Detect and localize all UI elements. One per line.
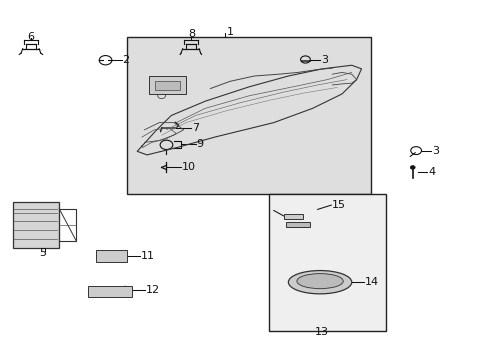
- Text: 2: 2: [122, 55, 129, 65]
- Bar: [127, 37, 370, 194]
- Text: 3: 3: [431, 145, 438, 156]
- Bar: [149, 76, 185, 94]
- Bar: [285, 222, 310, 227]
- Bar: [155, 81, 180, 90]
- Text: 4: 4: [427, 167, 434, 177]
- Text: 14: 14: [364, 277, 378, 287]
- Bar: [13, 202, 59, 248]
- Text: 3: 3: [321, 54, 327, 64]
- Circle shape: [121, 286, 129, 292]
- Ellipse shape: [288, 271, 351, 294]
- Text: 9: 9: [196, 139, 203, 149]
- Text: 11: 11: [141, 251, 154, 261]
- Text: 7: 7: [191, 123, 199, 133]
- Ellipse shape: [296, 274, 343, 289]
- Text: 5: 5: [39, 248, 46, 258]
- Circle shape: [409, 166, 414, 169]
- Circle shape: [89, 290, 97, 296]
- Text: 1: 1: [226, 27, 233, 37]
- Text: 6: 6: [27, 32, 35, 41]
- Text: 10: 10: [182, 162, 196, 172]
- Text: 15: 15: [331, 200, 346, 210]
- Text: 12: 12: [145, 285, 159, 296]
- Bar: [96, 249, 127, 262]
- Bar: [88, 286, 132, 297]
- Text: 13: 13: [315, 327, 328, 337]
- Bar: [268, 194, 385, 330]
- Bar: [283, 214, 303, 220]
- Text: 8: 8: [187, 29, 195, 39]
